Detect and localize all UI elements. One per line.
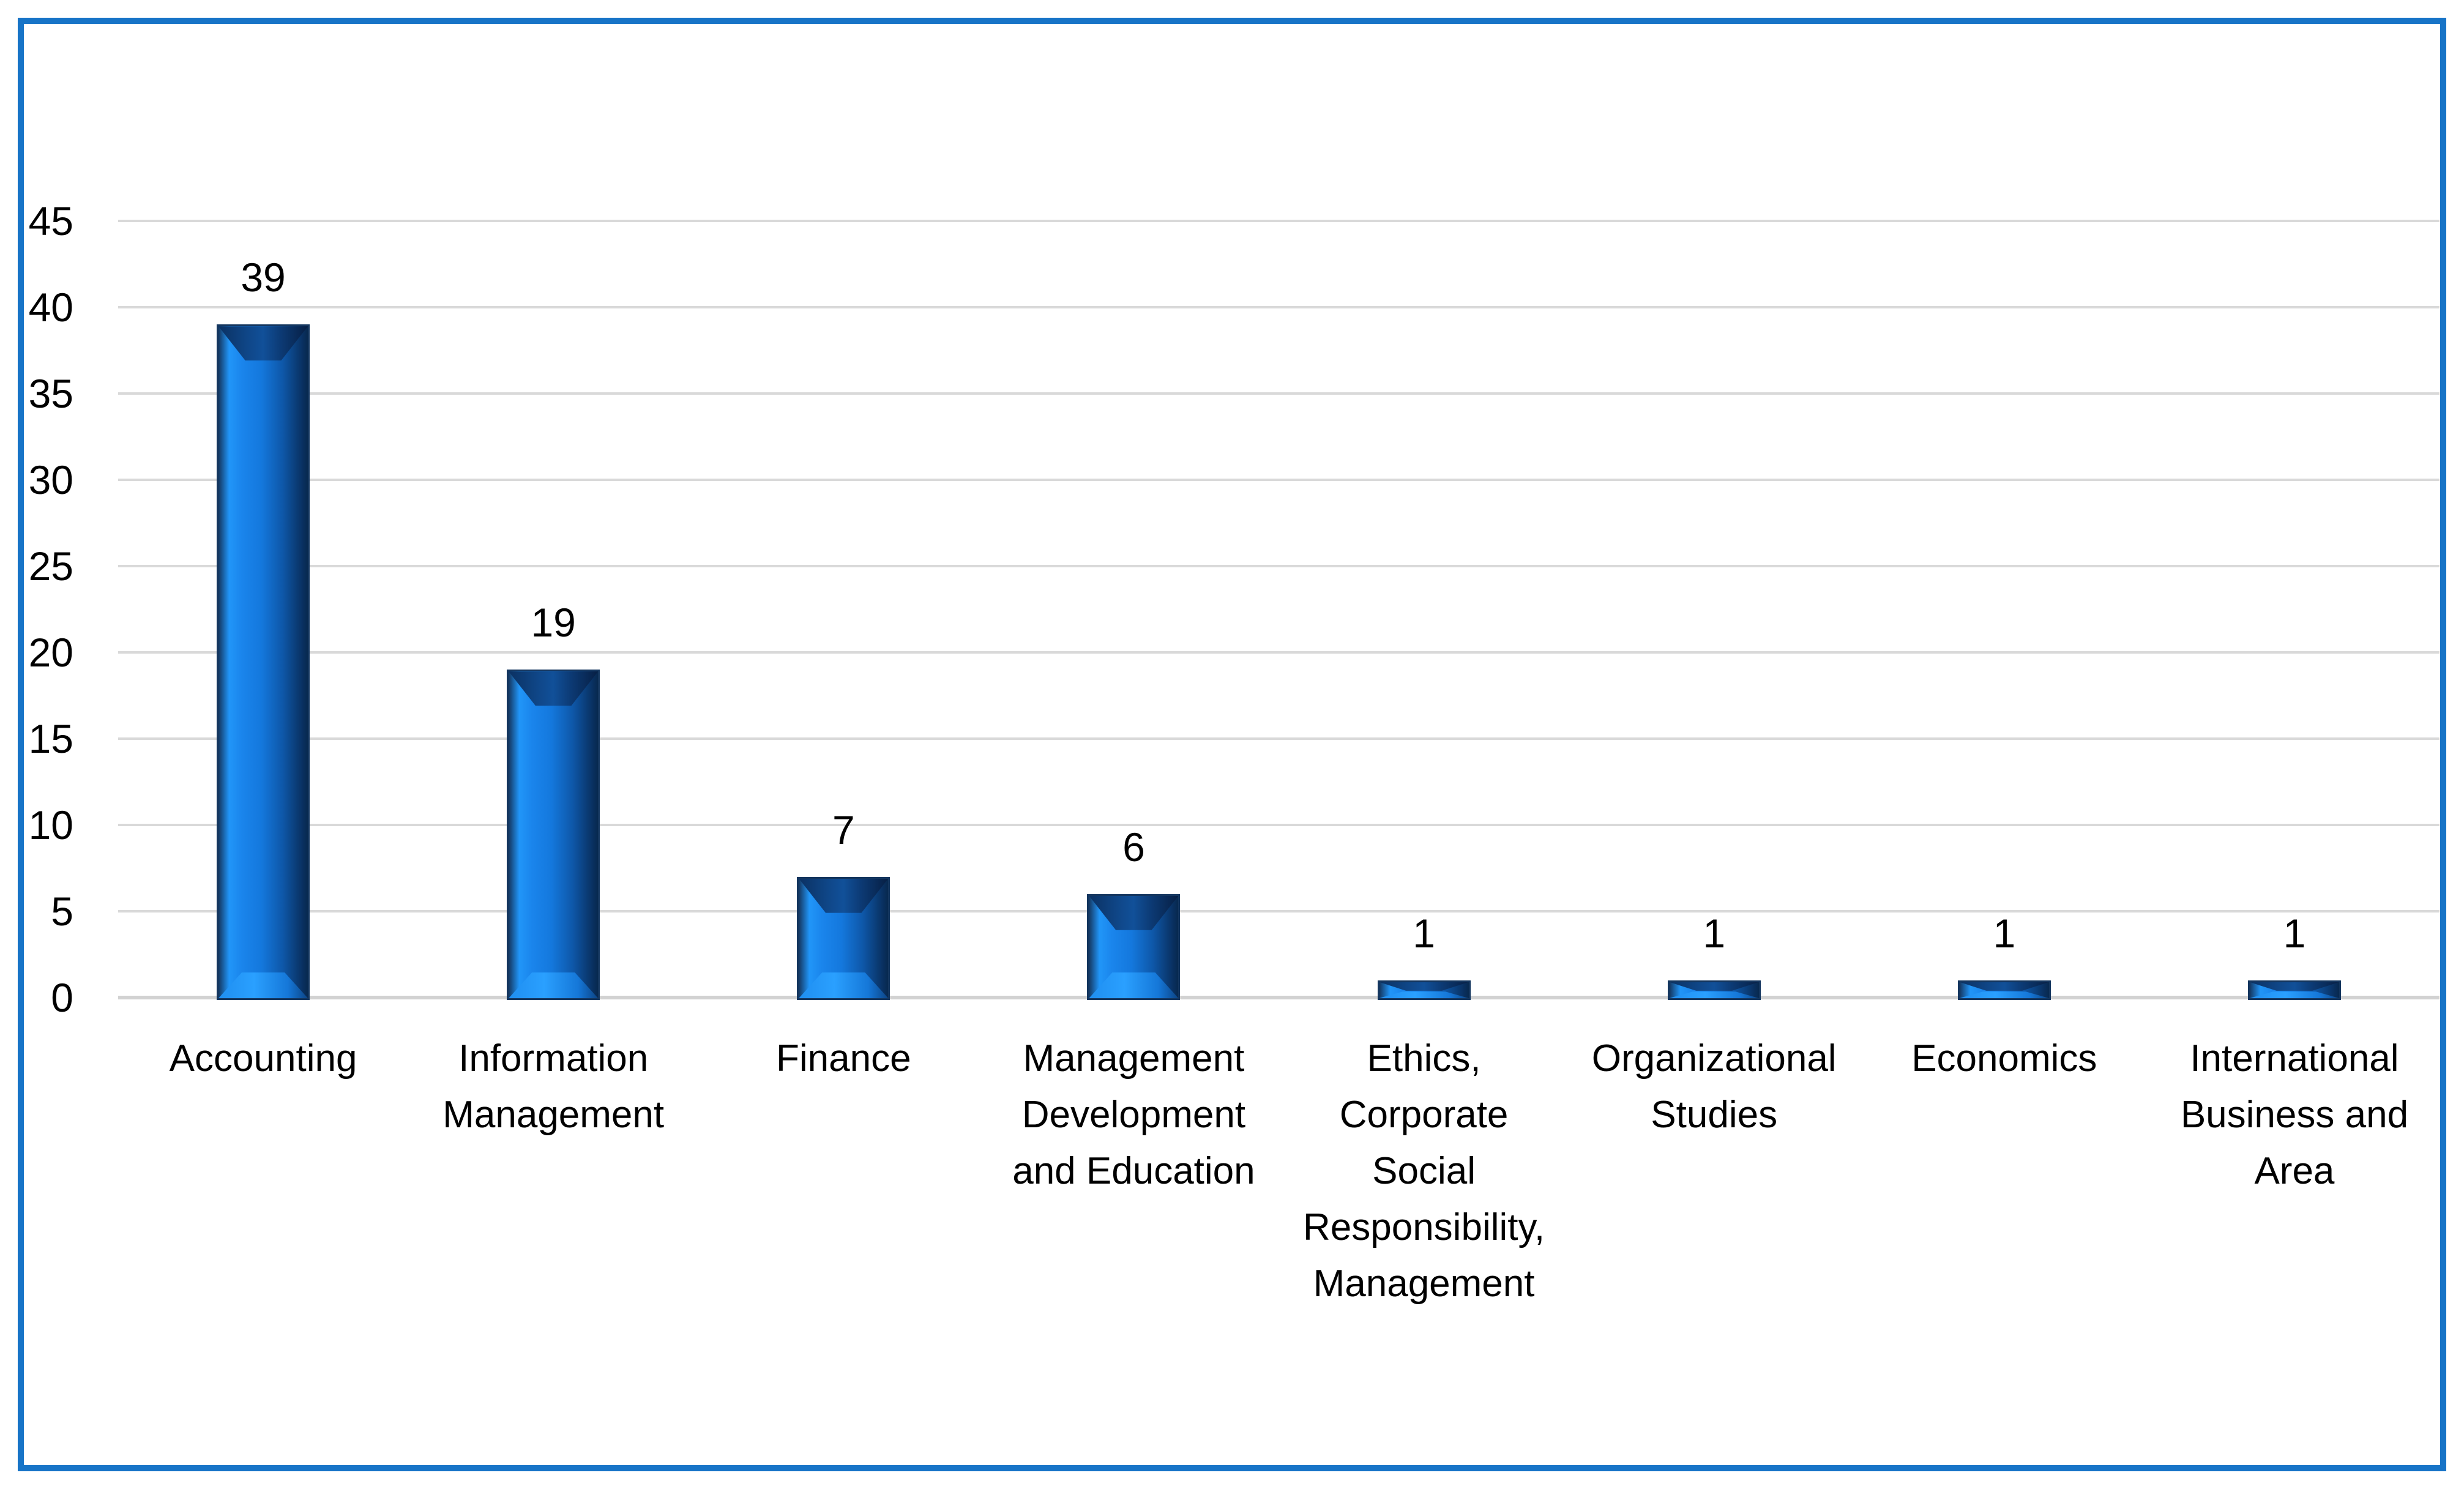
- bar-ethics[interactable]: [1377, 980, 1471, 1000]
- value-label-finance: 7: [832, 807, 855, 853]
- gridline-45: [118, 220, 2440, 222]
- gridline-40: [118, 306, 2440, 308]
- x-label-management: Management Development and Education: [1012, 1037, 1255, 1192]
- bar-management[interactable]: [1087, 894, 1181, 1000]
- y-tick-label-30: 30: [28, 457, 73, 502]
- y-tick-label-40: 40: [28, 285, 73, 330]
- value-label-organizational: 1: [1703, 910, 1726, 956]
- gridline-25: [118, 565, 2440, 567]
- y-tick-label-0: 0: [51, 975, 73, 1020]
- x-label-accounting: Accounting: [169, 1037, 357, 1080]
- y-tick-label-15: 15: [28, 716, 73, 761]
- value-label-accounting: 39: [241, 255, 286, 300]
- chart-border: [18, 18, 2446, 1471]
- value-label-ethics: 1: [1413, 910, 1435, 956]
- bar-information[interactable]: [507, 670, 600, 1000]
- gridline-30: [118, 479, 2440, 481]
- x-label-finance: Finance: [776, 1037, 911, 1080]
- value-label-international: 1: [2283, 910, 2306, 956]
- bar-organizational[interactable]: [1667, 980, 1761, 1000]
- x-label-ethics: Ethics, Corporate Social Responsibility,…: [1302, 1037, 1545, 1305]
- value-label-economics: 1: [1993, 910, 2016, 956]
- x-label-international: International Business and Area: [2180, 1037, 2409, 1192]
- gridline-20: [118, 651, 2440, 654]
- y-tick-label-10: 10: [28, 802, 73, 848]
- gridline-0: [118, 996, 2440, 999]
- gridline-10: [118, 824, 2440, 826]
- y-tick-label-45: 45: [28, 198, 73, 244]
- x-label-organizational: Organizational Studies: [1591, 1037, 1837, 1136]
- bar-international[interactable]: [2247, 980, 2341, 1000]
- bar-accounting[interactable]: [217, 324, 310, 1000]
- y-tick-label-5: 5: [51, 889, 73, 934]
- x-label-economics: Economics: [1911, 1037, 2097, 1080]
- y-tick-label-25: 25: [28, 543, 73, 589]
- gridline-15: [118, 737, 2440, 740]
- y-tick-label-20: 20: [28, 630, 73, 675]
- value-label-information: 19: [531, 600, 576, 646]
- value-label-management: 6: [1122, 824, 1145, 870]
- gridline-5: [118, 910, 2440, 912]
- bar-economics[interactable]: [1957, 980, 2051, 1000]
- y-tick-label-35: 35: [28, 371, 73, 416]
- x-label-information: Information Management: [442, 1037, 665, 1136]
- gridline-35: [118, 392, 2440, 395]
- bar-finance[interactable]: [797, 876, 890, 1000]
